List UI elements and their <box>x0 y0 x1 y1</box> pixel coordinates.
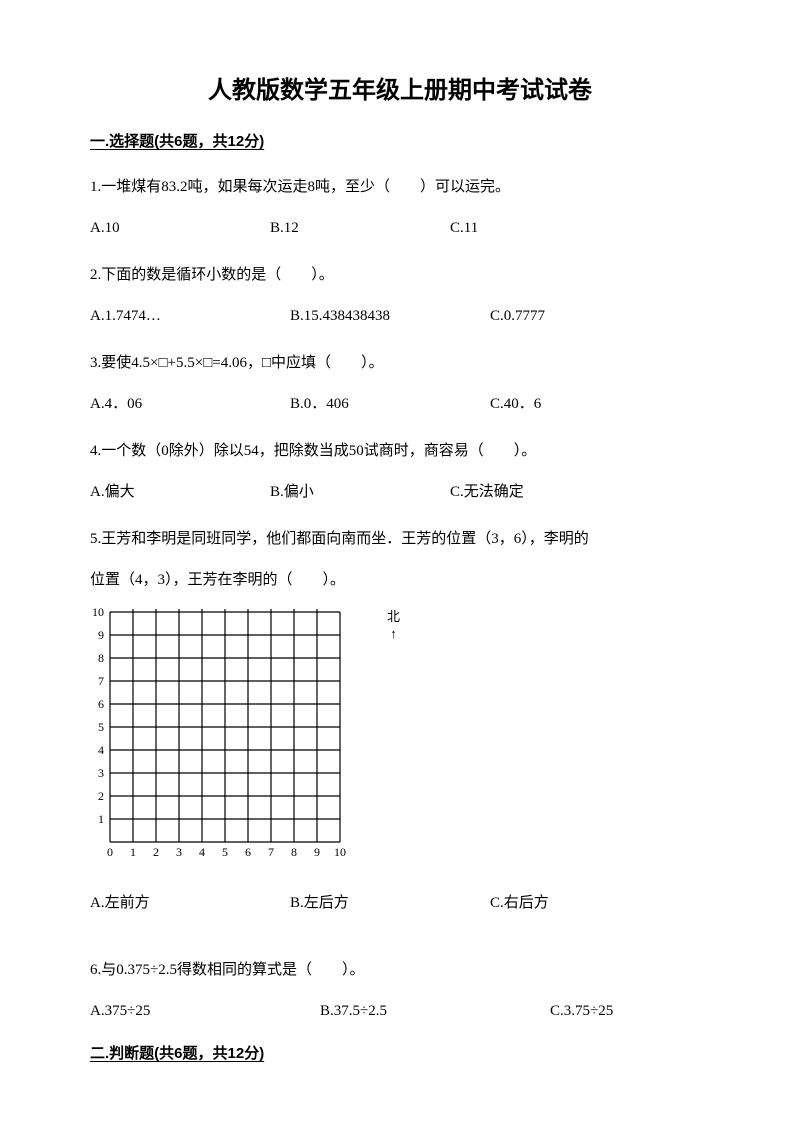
svg-text:3: 3 <box>176 845 182 859</box>
question-6-options: A.375÷25 B.37.5÷2.5 C.3.75÷25 <box>90 995 710 1028</box>
coordinate-grid: 12345678910012345678910 北 ↑ <box>90 607 370 867</box>
svg-text:5: 5 <box>222 845 228 859</box>
question-4-options: A.偏大 B.偏小 C.无法确定 <box>90 476 710 509</box>
svg-text:10: 10 <box>92 607 104 619</box>
paper-title: 人教版数学五年级上册期中考试试卷 <box>90 70 710 105</box>
question-5-options: A.左前方 B.左后方 C.右后方 <box>90 887 710 920</box>
svg-text:8: 8 <box>291 845 297 859</box>
section-2-header: 二.判断题(共6题，共12分) <box>90 1042 710 1063</box>
section-1-header: 一.选择题(共6题，共12分) <box>90 130 710 151</box>
question-4: 4.一个数（0除外）除以54，把除数当成50试商时，商容易（ ）。 <box>90 435 710 468</box>
q4-option-c: C.无法确定 <box>450 476 630 509</box>
question-2: 2.下面的数是循环小数的是（ ）。 <box>90 259 710 292</box>
question-5-line2: 位置（4，3），王芳在李明的（ ）。 <box>90 564 710 597</box>
svg-text:3: 3 <box>98 766 104 780</box>
north-arrow-icon: ↑ <box>390 626 397 641</box>
north-text: 北 <box>387 609 400 624</box>
q2-option-c: C.0.7777 <box>490 300 690 333</box>
q4-option-a: A.偏大 <box>90 476 270 509</box>
svg-text:7: 7 <box>98 674 104 688</box>
question-1: 1.一堆煤有83.2吨，如果每次运走8吨，至少（ ）可以运完。 <box>90 171 710 204</box>
q1-option-b: B.12 <box>270 212 450 245</box>
q5-option-a: A.左前方 <box>90 887 290 920</box>
question-6: 6.与0.375÷2.5得数相同的算式是（ ）。 <box>90 954 710 987</box>
svg-text:0: 0 <box>107 845 113 859</box>
svg-text:7: 7 <box>268 845 274 859</box>
svg-text:6: 6 <box>98 697 104 711</box>
q6-option-a: A.375÷25 <box>90 995 320 1028</box>
svg-text:4: 4 <box>98 743 104 757</box>
q1-option-c: C.11 <box>450 212 630 245</box>
q3-option-c: C.40．6 <box>490 388 690 421</box>
question-2-options: A.1.7474… B.15.438438438 C.0.7777 <box>90 300 710 333</box>
svg-text:2: 2 <box>98 789 104 803</box>
q5-option-c: C.右后方 <box>490 887 690 920</box>
svg-text:9: 9 <box>98 628 104 642</box>
question-3: 3.要使4.5×□+5.5×□=4.06，□中应填（ ）。 <box>90 347 710 380</box>
q2-option-b: B.15.438438438 <box>290 300 490 333</box>
north-indicator: 北 ↑ <box>387 609 400 643</box>
svg-text:8: 8 <box>98 651 104 665</box>
q3-option-b: B.0．406 <box>290 388 490 421</box>
grid-svg: 1 2 3 4 5 6 7 8 9 10 0 1 2 3 4 5 6 7 8 9 10 <box>90 607 360 867</box>
q5-option-b: B.左后方 <box>290 887 490 920</box>
svg-text:10: 10 <box>334 845 346 859</box>
q6-option-b: B.37.5÷2.5 <box>320 995 550 1028</box>
svg-text:5: 5 <box>98 720 104 734</box>
question-3-options: A.4．06 B.0．406 C.40．6 <box>90 388 710 421</box>
svg-text:4: 4 <box>199 845 205 859</box>
svg-text:1: 1 <box>98 812 104 826</box>
svg-text:6: 6 <box>245 845 251 859</box>
svg-text:9: 9 <box>314 845 320 859</box>
q4-option-b: B.偏小 <box>270 476 450 509</box>
question-1-options: A.10 B.12 C.11 <box>90 212 710 245</box>
q3-option-a: A.4．06 <box>90 388 290 421</box>
svg-text:2: 2 <box>153 845 159 859</box>
q6-option-c: C.3.75÷25 <box>550 995 780 1028</box>
q1-option-a: A.10 <box>90 212 270 245</box>
q2-option-a: A.1.7474… <box>90 300 290 333</box>
question-5-line1: 5.王芳和李明是同班同学，他们都面向南而坐．王芳的位置（3，6），李明的 <box>90 523 710 556</box>
svg-text:1: 1 <box>130 845 136 859</box>
